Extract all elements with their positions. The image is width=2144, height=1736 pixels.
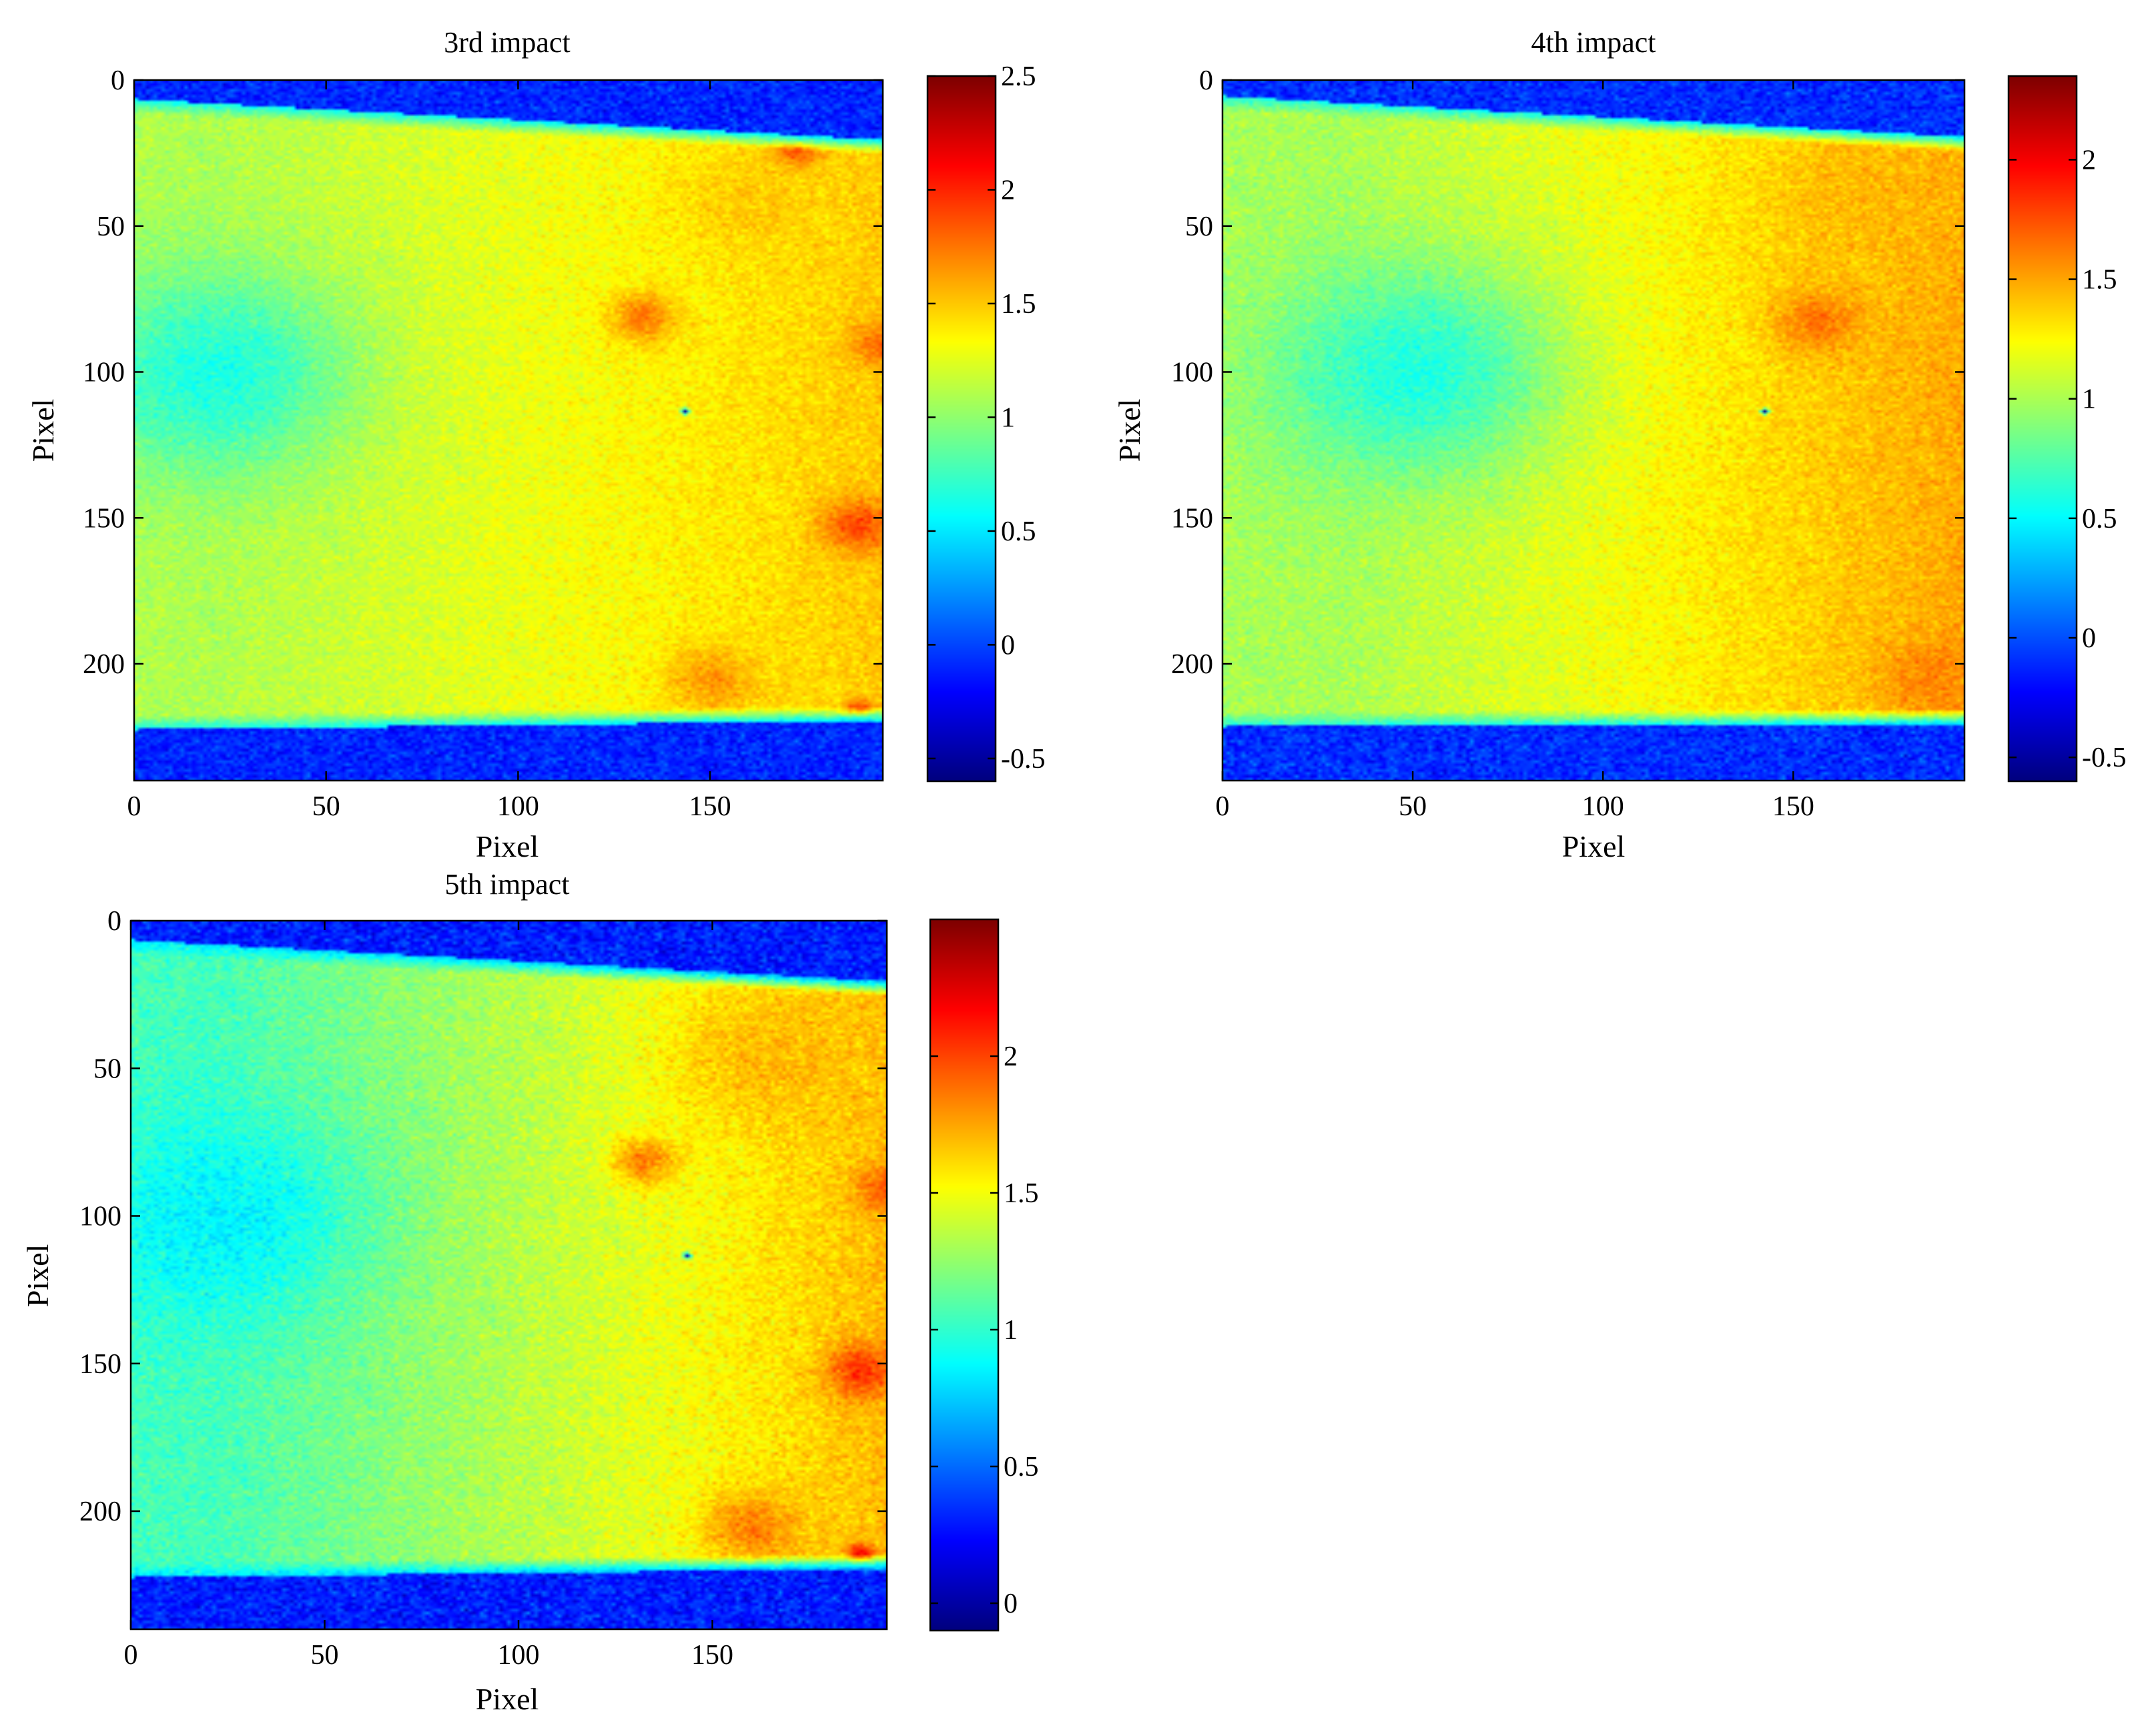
- axis-ticks: 0 50 100 150 0 50 100 150 200: [1171, 65, 1964, 822]
- colorbar-frame: [926, 75, 997, 783]
- colorbar-frame: [2007, 75, 2078, 783]
- x-tick-label: 150: [691, 1640, 733, 1671]
- x-tick-label: 50: [312, 791, 340, 822]
- heatmap-image: [131, 921, 887, 1629]
- x-tick-label: 150: [689, 791, 731, 822]
- plot-frame: [129, 919, 888, 1631]
- x-tick-label: 100: [1582, 791, 1624, 822]
- y-tick-label: 150: [83, 503, 125, 534]
- panel-4th-impact: 4th impact 0 50 100 150 0 50 100 150 200 Pixel P…: [1112, 26, 2127, 863]
- plot-frame: [133, 79, 884, 782]
- y-tick-label: 50: [97, 211, 125, 242]
- y-tick-label: 100: [83, 358, 125, 388]
- colorbar: [930, 919, 998, 1631]
- heatmap-image: [134, 80, 883, 781]
- colorbar-tick-label: -0.5: [1001, 744, 1046, 775]
- x-axis-label: Pixel: [476, 829, 539, 863]
- colorbar-tick-label: 0: [2082, 623, 2096, 654]
- panel-3rd-impact: 3rd impact 0 50 100 150 0 50 100 150 200 Pixel P…: [26, 26, 1046, 863]
- colorbar-tick-label: 2: [2082, 145, 2096, 175]
- y-axis-label: Pixel: [26, 399, 60, 462]
- x-tick-label: 50: [1399, 791, 1427, 822]
- x-tick-label: 100: [498, 1640, 540, 1671]
- y-tick-label: 50: [1185, 211, 1213, 242]
- x-tick-label: 0: [1216, 791, 1230, 822]
- colorbar-tick-label: 1.5: [1001, 289, 1036, 320]
- y-tick-label: 0: [107, 906, 121, 937]
- y-tick-label: 0: [111, 65, 125, 96]
- x-tick-label: 150: [1772, 791, 1814, 822]
- y-tick-label: 200: [79, 1496, 121, 1527]
- chart-title: 4th impact: [1531, 26, 1656, 59]
- colorbar-tick-label: -0.5: [2082, 743, 2127, 773]
- colorbar-tick-label: 1: [2082, 384, 2096, 415]
- colorbar-tick-label: 1.5: [2082, 265, 2117, 296]
- colorbar-ticks: -0.5 0 0.5 1 1.5 2 2.5: [928, 61, 1046, 775]
- colorbar-tick-label: 2: [1004, 1041, 1018, 1072]
- colorbar-tick-label: 0.5: [1001, 516, 1036, 547]
- x-tick-label: 0: [127, 791, 141, 822]
- colorbar: [928, 76, 996, 781]
- colorbar-tick-label: 0: [1001, 630, 1015, 661]
- colorbar-ticks: -0.5 0 0.5 1 1.5 2: [2009, 145, 2127, 773]
- y-axis-label: Pixel: [21, 1244, 55, 1308]
- x-tick-label: 50: [311, 1640, 339, 1671]
- y-tick-label: 100: [1171, 358, 1213, 388]
- colorbar-tick-label: 0.5: [1004, 1452, 1039, 1482]
- colorbar-tick-label: 1: [1004, 1315, 1018, 1346]
- colorbar-tick-label: 2: [1001, 175, 1015, 205]
- y-tick-label: 50: [93, 1053, 121, 1084]
- y-tick-label: 0: [1199, 65, 1213, 96]
- axis-ticks: 0 50 100 150 0 50 100 150 200: [83, 65, 883, 822]
- axis-ticks: 0 50 100 150 0 50 100 150 200: [79, 906, 887, 1671]
- chart-title: 5th impact: [445, 868, 570, 901]
- colorbar-ticks: 0 0.5 1 1.5 2: [930, 1041, 1039, 1619]
- colorbar-tick-label: 0.5: [2082, 504, 2117, 534]
- y-tick-label: 150: [79, 1349, 121, 1380]
- colorbar-tick-label: 1: [1001, 402, 1015, 433]
- chart-title: 3rd impact: [444, 26, 570, 59]
- panel-5th-impact: 5th impact 0 50 100 150 0 50 100 150 200 Pixel P…: [21, 868, 1039, 1716]
- colorbar-tick-label: 2.5: [1001, 61, 1036, 92]
- colorbar-frame: [929, 918, 1000, 1632]
- y-tick-label: 100: [79, 1202, 121, 1232]
- heatmap-image: [1222, 80, 1964, 781]
- y-tick-label: 200: [83, 649, 125, 680]
- x-axis-label: Pixel: [476, 1682, 539, 1716]
- y-tick-label: 150: [1171, 503, 1213, 534]
- colorbar-tick-label: 0: [1004, 1589, 1018, 1619]
- x-tick-label: 100: [497, 791, 539, 822]
- plot-frame: [1221, 79, 1966, 782]
- colorbar-tick-label: 1.5: [1004, 1178, 1039, 1209]
- x-tick-label: 0: [124, 1640, 138, 1671]
- y-tick-label: 200: [1171, 649, 1213, 680]
- x-axis-label: Pixel: [1562, 829, 1626, 863]
- colorbar: [2009, 76, 2077, 781]
- y-axis-label: Pixel: [1112, 399, 1146, 462]
